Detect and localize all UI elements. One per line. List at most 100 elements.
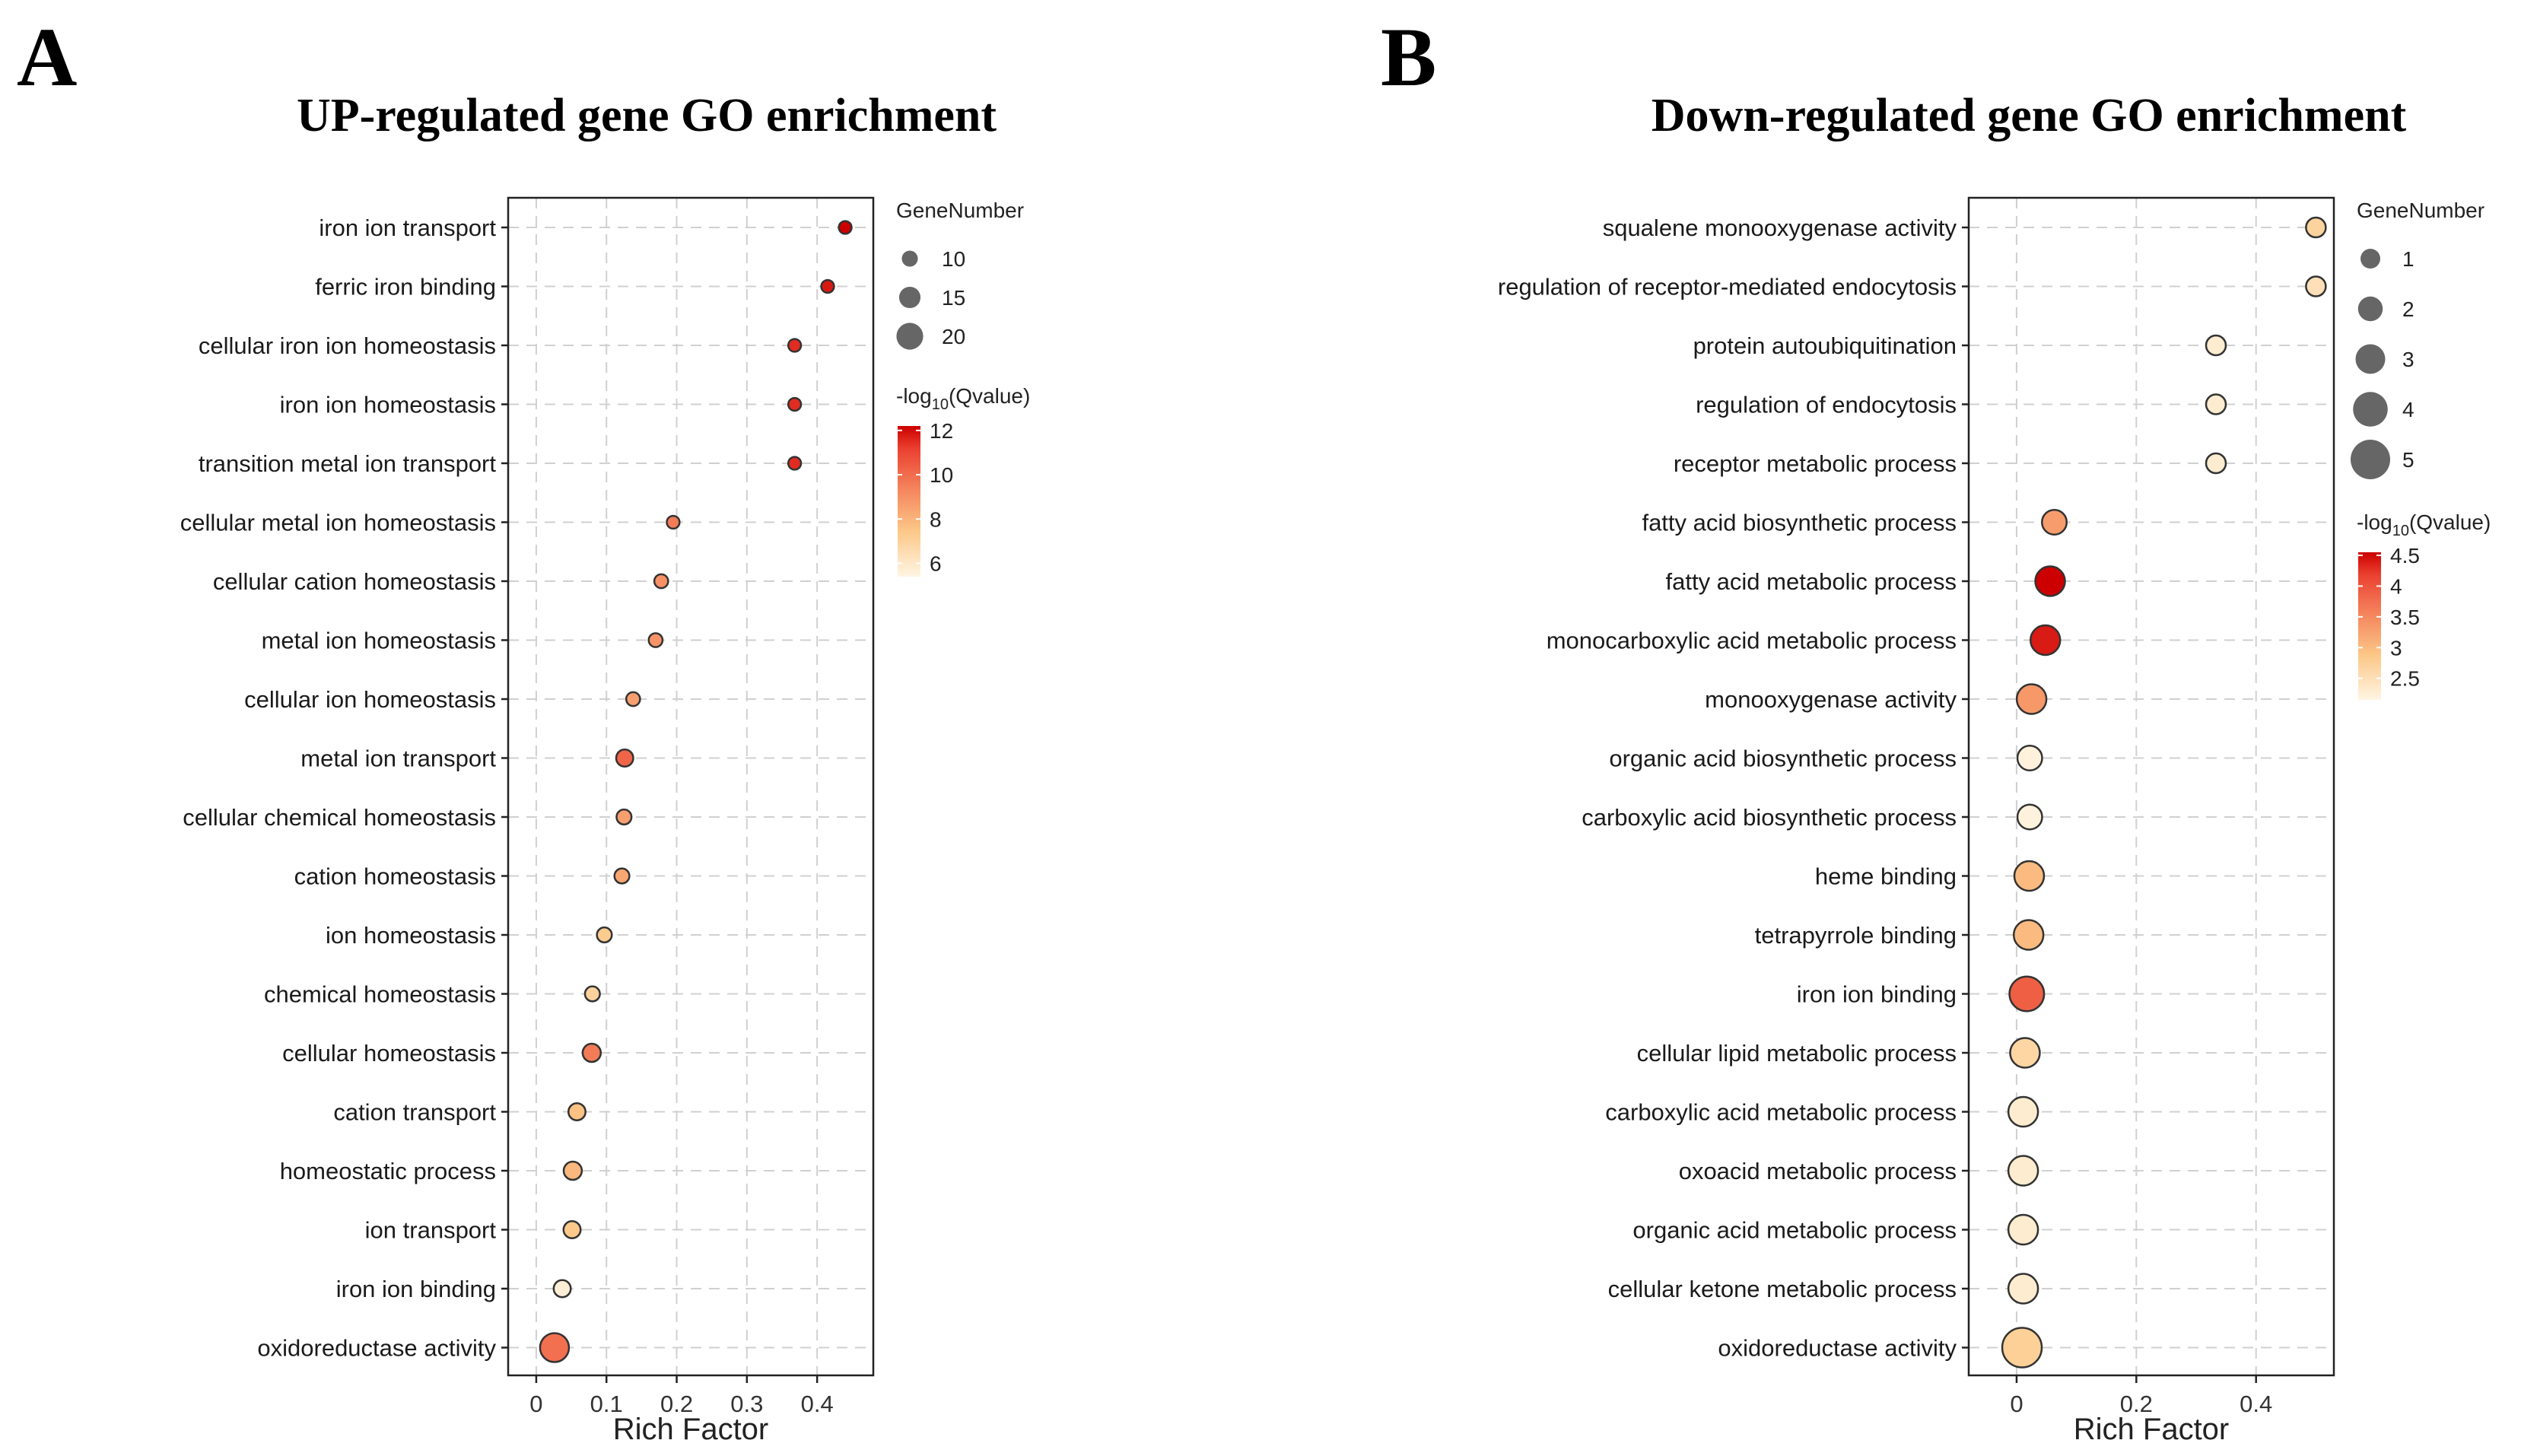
data-point — [2009, 1037, 2041, 1069]
category-label: chemical homeostasis — [264, 981, 496, 1008]
panel-title-a: UP-regulated gene GO enrichment — [297, 90, 997, 141]
size-legend-dot — [2360, 249, 2380, 269]
category-label: homeostatic process — [280, 1158, 496, 1184]
category-label: ion transport — [365, 1217, 497, 1244]
data-point — [2016, 803, 2043, 831]
panel-a: A UP-regulated gene GO enrichment iron i… — [17, 11, 1030, 1446]
category-label: metal ion transport — [300, 745, 496, 772]
category-label: cellular iron ion homeostasis — [199, 332, 496, 359]
data-point — [539, 1332, 571, 1363]
colorbar-b — [2358, 552, 2381, 700]
color-legend-title-suffix-b: (Qvalue) — [2409, 510, 2491, 534]
grid-b — [1969, 198, 2334, 1375]
data-point — [2007, 1095, 2039, 1128]
data-point — [2205, 452, 2227, 475]
colorbar-tick-label: 10 — [930, 463, 953, 487]
category-label: fatty acid metabolic process — [1665, 568, 1957, 595]
category-label: cellular lipid metabolic process — [1637, 1040, 1957, 1067]
data-point — [838, 220, 853, 235]
panel-letter-b: B — [1381, 11, 1436, 103]
panel-b: B Down-regulated gene GO enrichment squa… — [1381, 11, 2491, 1446]
category-label: organic acid metabolic process — [1632, 1217, 1957, 1244]
data-point — [2034, 565, 2066, 597]
data-point — [2007, 1273, 2039, 1305]
data-point — [647, 632, 664, 648]
colorbar-tick-label: 12 — [930, 419, 953, 443]
colorbar-tick-label: 4.5 — [2390, 544, 2420, 567]
category-labels-b: squalene monooxygenase activity regulatio… — [1498, 215, 1969, 1362]
category-label: organic acid biosynthetic process — [1609, 745, 1957, 772]
category-label: transition metal ion transport — [199, 450, 497, 477]
category-label: carboxylic acid metabolic process — [1605, 1099, 1957, 1126]
data-point — [596, 926, 613, 944]
colorbar-tick-label: 2.5 — [2390, 667, 2420, 691]
category-label: tetrapyrrole binding — [1755, 922, 1957, 949]
x-tick-label: 0.3 — [730, 1391, 763, 1417]
data-point — [2013, 860, 2046, 892]
data-point — [2008, 975, 2046, 1013]
category-label: cellular chemical homeostasis — [183, 804, 496, 831]
color-legend-title-suffix-a: (Qvalue) — [949, 384, 1030, 408]
category-labels-a: iron ion transport ferric iron binding cel… — [180, 215, 508, 1362]
category-label: iron ion homeostasis — [280, 392, 496, 418]
size-legend-dot — [901, 250, 918, 267]
category-label: cellular cation homeostasis — [213, 568, 496, 595]
size-legend-dot — [2357, 296, 2383, 322]
data-point — [625, 691, 641, 707]
category-label: monooxygenase activity — [1705, 686, 1957, 713]
x-tick-label: 0.2 — [660, 1391, 693, 1417]
category-label: cellular ketone metabolic process — [1608, 1276, 1957, 1302]
colorbar-tick-label: 8 — [930, 507, 942, 531]
colorbar-tick-label: 3 — [2390, 636, 2402, 660]
x-tick-label: 0.4 — [801, 1391, 834, 1417]
category-label: oxidoreductase activity — [1718, 1335, 1957, 1362]
category-label: squalene monooxygenase activity — [1603, 215, 1957, 241]
x-ticks-a: 0 0.1 0.2 0.3 0.4 — [529, 1375, 834, 1417]
category-label: regulation of receptor-mediated endocyto… — [1498, 274, 1957, 300]
data-point — [2001, 1327, 2043, 1369]
panel-title-b: Down-regulated gene GO enrichment — [1652, 90, 2407, 141]
data-point — [666, 514, 681, 530]
plot-frame-a — [507, 196, 875, 1377]
x-axis-title-a: Rich Factor — [613, 1413, 769, 1446]
category-label: metal ion homeostasis — [262, 628, 496, 654]
data-point — [581, 1042, 602, 1063]
data-point — [2205, 334, 2227, 357]
size-legend-dot — [896, 323, 924, 350]
color-legend-title-sub-b: 10 — [2392, 523, 2409, 539]
size-legend-label: 4 — [2402, 398, 2415, 421]
size-legend-dot — [898, 286, 921, 309]
category-label: iron ion binding — [336, 1276, 496, 1302]
size-legend-label: 5 — [2402, 448, 2415, 472]
x-tick-label: 0 — [529, 1391, 542, 1417]
category-label: heme binding — [1815, 863, 1957, 890]
data-point — [2029, 624, 2062, 656]
colorbar-tick-label: 6 — [930, 552, 942, 576]
size-legend-label: 15 — [942, 286, 965, 310]
color-legend-title-prefix-a: -log — [896, 384, 932, 408]
data-point — [615, 749, 634, 768]
category-label: protein autoubiquitination — [1693, 332, 1957, 359]
colorbar-ticks-a: 12 10 8 6 — [898, 419, 953, 576]
category-label: cellular metal ion homeostasis — [180, 510, 496, 536]
x-tick-label: 0 — [2010, 1391, 2023, 1417]
category-label: oxoacid metabolic process — [1679, 1158, 1957, 1184]
dots-a — [539, 220, 853, 1363]
color-legend-b: -log10(Qvalue) 4.5 4 3.5 3 2.5 — [2357, 510, 2491, 700]
category-label: iron ion binding — [1797, 981, 1957, 1008]
data-point — [2012, 919, 2045, 951]
data-point — [552, 1279, 572, 1299]
category-label: regulation of endocytosis — [1696, 392, 1957, 418]
data-point — [2015, 683, 2048, 715]
x-tick-label: 0.4 — [2240, 1391, 2272, 1417]
data-point — [562, 1160, 583, 1181]
size-legend-label: 20 — [942, 325, 965, 348]
size-legend-title-a: GeneNumber — [896, 199, 1024, 222]
size-legend-items-a: 10 15 20 — [896, 247, 965, 350]
category-label: receptor metabolic process — [1674, 450, 1957, 477]
data-point — [615, 808, 633, 826]
data-point — [787, 456, 803, 471]
category-label: carboxylic acid biosynthetic process — [1582, 804, 1957, 831]
x-ticks-b: 0 0.2 0.4 — [2010, 1375, 2272, 1417]
